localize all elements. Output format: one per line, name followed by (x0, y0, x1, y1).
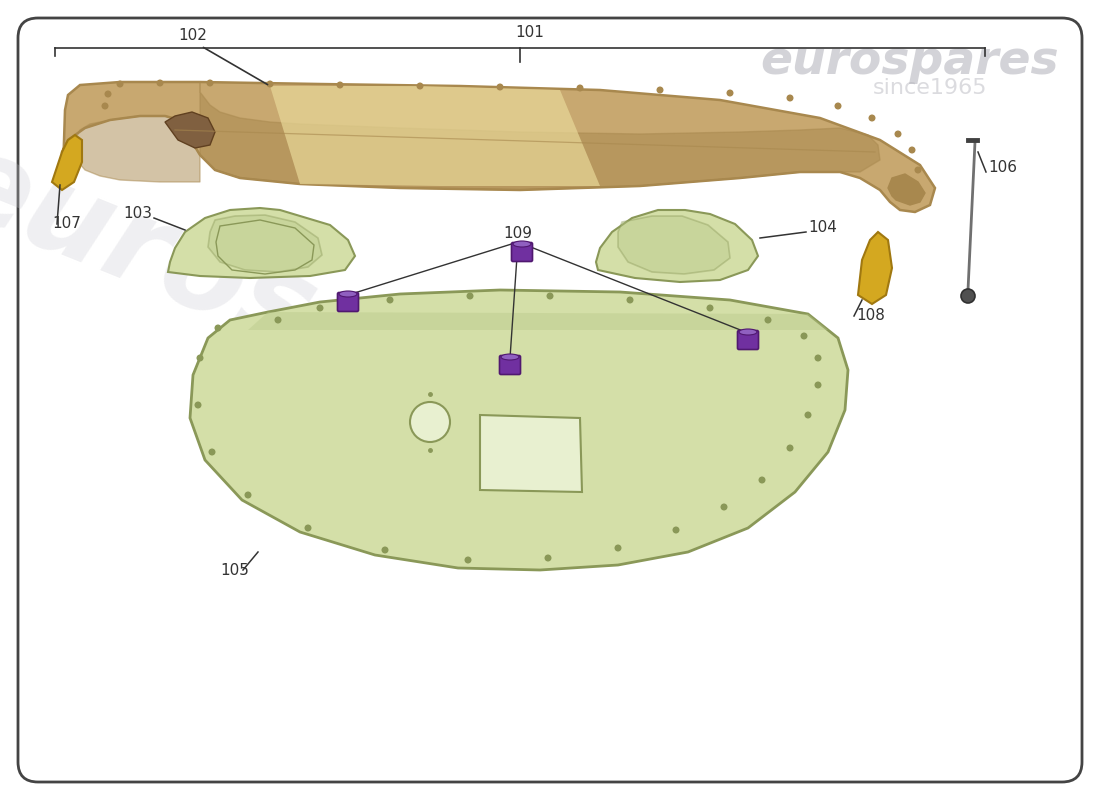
Circle shape (835, 103, 840, 109)
Ellipse shape (339, 291, 358, 297)
Circle shape (387, 297, 393, 302)
Ellipse shape (500, 354, 519, 360)
Circle shape (869, 115, 874, 121)
Circle shape (118, 82, 123, 86)
Polygon shape (62, 82, 935, 212)
Text: since1965: since1965 (872, 78, 988, 98)
Circle shape (305, 525, 311, 531)
Circle shape (910, 147, 915, 153)
Circle shape (546, 555, 551, 561)
Polygon shape (480, 415, 582, 492)
FancyBboxPatch shape (737, 330, 759, 350)
Ellipse shape (739, 329, 757, 335)
Text: 103: 103 (123, 206, 152, 221)
Ellipse shape (513, 241, 531, 247)
Circle shape (317, 305, 322, 310)
Circle shape (497, 84, 503, 90)
Text: 105: 105 (221, 563, 250, 578)
FancyBboxPatch shape (512, 242, 532, 262)
Circle shape (417, 83, 422, 89)
Circle shape (245, 492, 251, 498)
Circle shape (788, 445, 793, 451)
Text: eurospares: eurospares (0, 121, 690, 519)
Circle shape (338, 82, 343, 88)
Circle shape (465, 557, 471, 563)
Text: eurospares: eurospares (761, 39, 1059, 85)
Polygon shape (888, 174, 925, 205)
Polygon shape (168, 208, 355, 278)
Circle shape (759, 477, 764, 482)
FancyBboxPatch shape (18, 18, 1082, 782)
Polygon shape (190, 290, 848, 570)
Polygon shape (270, 86, 600, 186)
FancyBboxPatch shape (499, 355, 520, 374)
Circle shape (727, 90, 733, 96)
Circle shape (195, 402, 201, 408)
Circle shape (275, 317, 280, 322)
Circle shape (895, 131, 901, 137)
Circle shape (207, 80, 212, 86)
Text: 108: 108 (856, 308, 884, 323)
Text: 107: 107 (52, 216, 81, 231)
Circle shape (216, 325, 221, 331)
Circle shape (157, 80, 163, 86)
Circle shape (805, 412, 811, 418)
Polygon shape (618, 216, 730, 274)
Circle shape (766, 317, 771, 322)
Circle shape (209, 450, 214, 454)
Circle shape (815, 382, 821, 388)
Circle shape (267, 82, 273, 86)
Polygon shape (75, 82, 880, 190)
Circle shape (106, 91, 111, 97)
Circle shape (801, 333, 806, 339)
Circle shape (627, 297, 632, 302)
Circle shape (657, 87, 663, 93)
Circle shape (468, 293, 473, 299)
Circle shape (615, 546, 620, 550)
Text: 101: 101 (516, 25, 544, 40)
Circle shape (673, 527, 679, 533)
Text: 106: 106 (988, 160, 1018, 175)
Text: 104: 104 (808, 220, 837, 235)
Polygon shape (208, 215, 322, 272)
Circle shape (961, 289, 975, 303)
Circle shape (915, 167, 921, 173)
Polygon shape (596, 210, 758, 282)
Circle shape (815, 355, 821, 361)
Text: 102: 102 (178, 28, 208, 43)
Circle shape (197, 355, 202, 361)
Polygon shape (248, 312, 828, 330)
Text: 109: 109 (504, 226, 532, 241)
Circle shape (722, 504, 727, 510)
FancyBboxPatch shape (338, 293, 359, 311)
Circle shape (578, 86, 583, 90)
Circle shape (382, 547, 388, 553)
Circle shape (410, 402, 450, 442)
Polygon shape (165, 112, 214, 148)
Text: a passion for parts since 1965: a passion for parts since 1965 (300, 374, 680, 546)
Circle shape (788, 95, 793, 101)
Circle shape (102, 103, 108, 109)
Polygon shape (52, 135, 82, 190)
Polygon shape (858, 232, 892, 304)
Circle shape (707, 305, 713, 310)
Circle shape (547, 293, 553, 299)
